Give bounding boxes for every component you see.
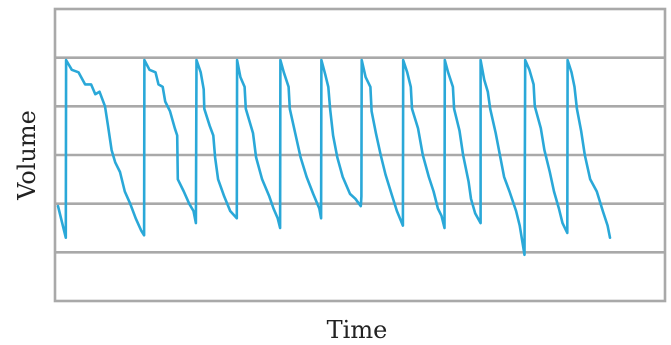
x-axis-label: Time — [327, 316, 388, 344]
series-line-1 — [56, 58, 612, 257]
y-axis-label: Volume — [13, 110, 41, 201]
series-group — [56, 58, 612, 257]
gridlines — [55, 56, 665, 254]
